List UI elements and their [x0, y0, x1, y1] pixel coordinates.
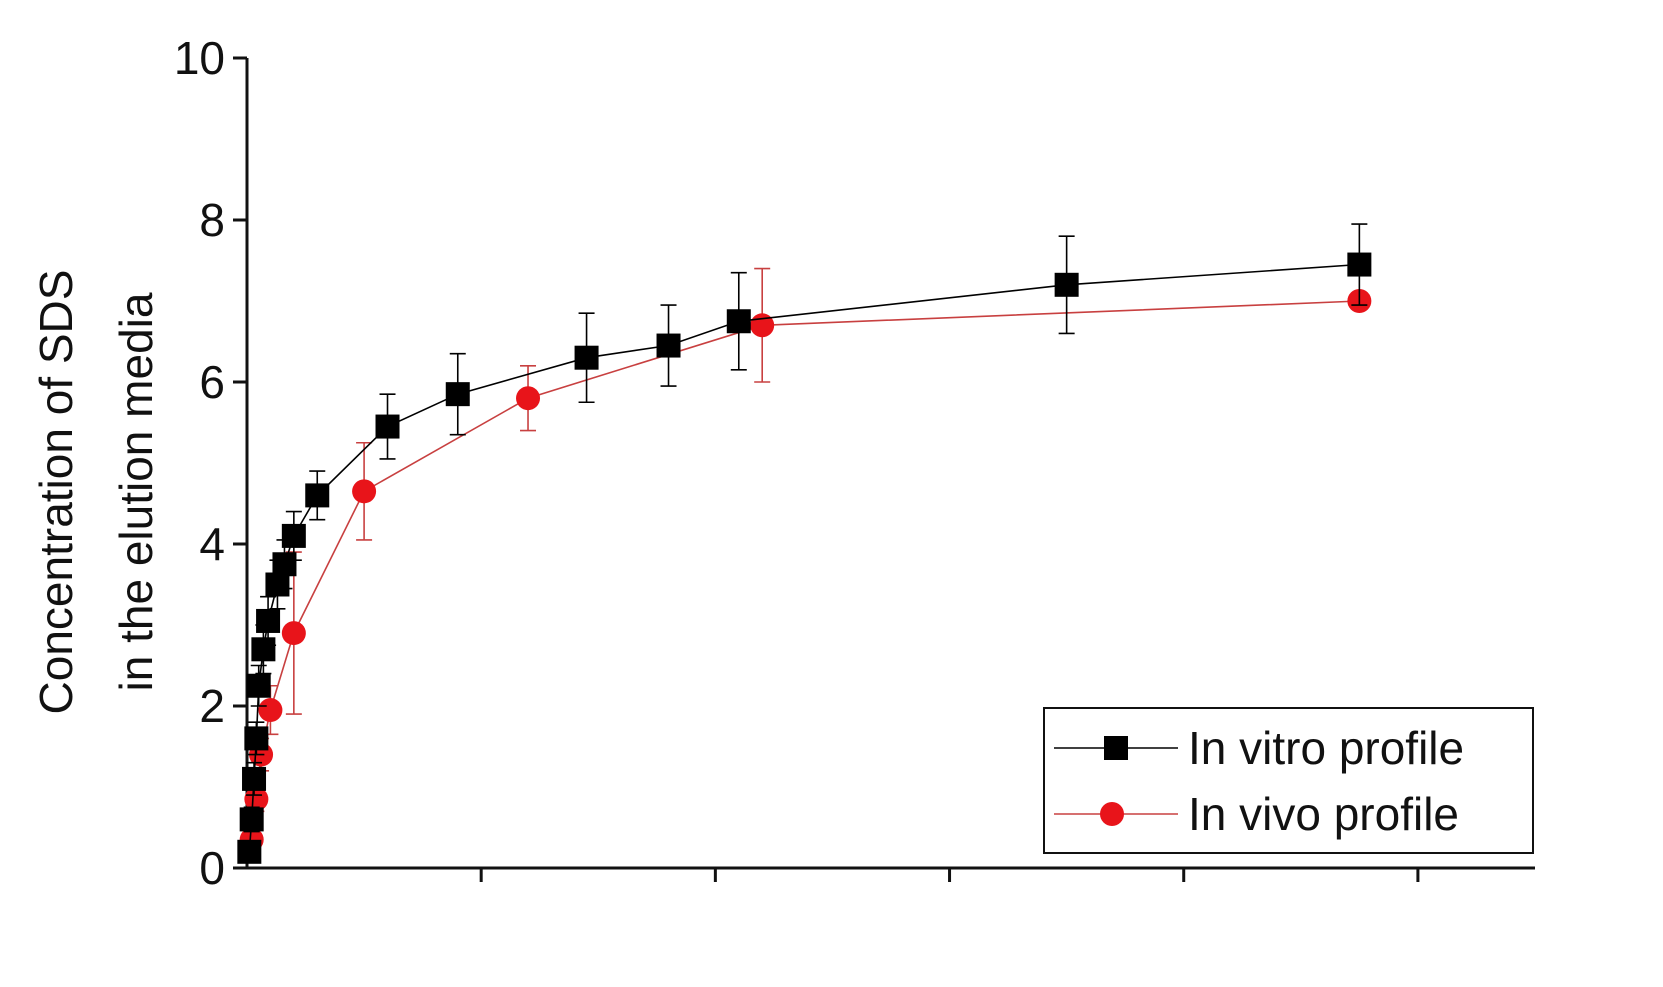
data-point — [244, 787, 269, 812]
y-ticks: 0 2 4 6 8 10 — [174, 32, 247, 894]
data-point — [242, 766, 267, 791]
legend-label: In vitro profile — [1188, 722, 1464, 774]
series-in-vitro — [237, 223, 1372, 864]
data-point — [246, 673, 271, 698]
data-point — [375, 414, 400, 439]
data-point — [265, 572, 290, 597]
data-point — [281, 621, 306, 646]
series-layer — [237, 223, 1372, 864]
y-tick-label: 10 — [174, 32, 225, 84]
data-point — [258, 698, 283, 723]
data-point — [352, 479, 377, 504]
data-point — [281, 523, 306, 548]
data-point — [726, 309, 751, 334]
legend-box — [1043, 707, 1534, 854]
legend-label: In vivo profile — [1188, 788, 1459, 840]
data-point — [256, 608, 281, 633]
y-tick-label: 2 — [199, 680, 225, 732]
data-point — [251, 637, 276, 662]
data-point — [574, 345, 599, 370]
y-axis-title: Concentration of SDS in the elution medi… — [30, 270, 162, 715]
data-point — [244, 726, 269, 751]
data-point — [1054, 272, 1079, 297]
y-tick-label: 8 — [199, 194, 225, 246]
y-tick-label: 4 — [199, 518, 225, 570]
data-point — [516, 386, 541, 411]
data-point — [237, 839, 262, 864]
legend-entry-in-vitro: In vitro profile — [1054, 722, 1464, 774]
legend-marker — [1100, 802, 1124, 826]
y-axis-title-line-1: Concentration of SDS — [30, 270, 82, 715]
x-ticks — [479, 868, 1420, 882]
data-point — [1347, 252, 1372, 277]
data-point — [750, 313, 775, 338]
legend: In vitro profile In vivo profile — [1043, 707, 1534, 854]
data-point — [656, 333, 681, 358]
data-point — [239, 807, 264, 832]
data-point — [305, 483, 330, 508]
legend-entry-in-vivo: In vivo profile — [1054, 788, 1459, 840]
y-tick-label: 6 — [199, 356, 225, 408]
y-axis-title-line-2: in the elution media — [110, 292, 162, 691]
legend-marker — [1104, 736, 1128, 760]
data-point — [272, 552, 297, 577]
data-point — [445, 382, 470, 407]
y-tick-label: 0 — [199, 842, 225, 894]
